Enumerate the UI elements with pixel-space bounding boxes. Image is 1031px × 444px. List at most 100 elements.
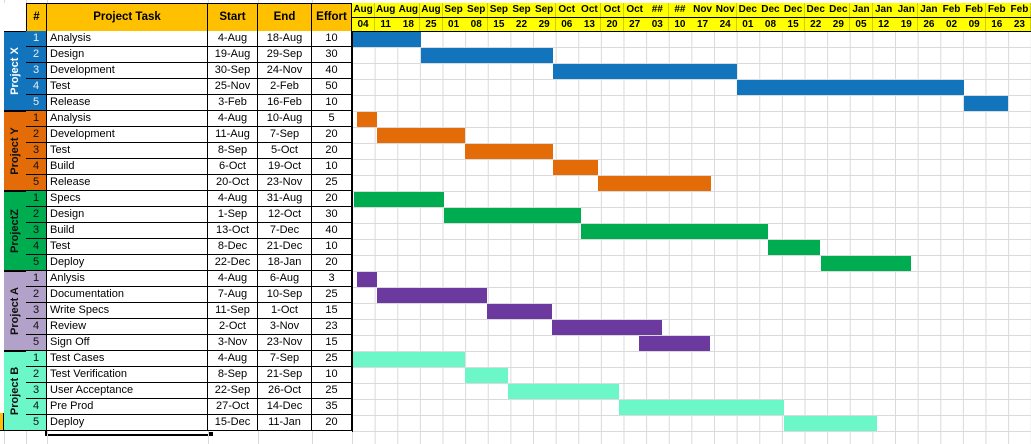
start-date-cell[interactable]: 8-Sep: [208, 143, 258, 159]
gantt-bar[interactable]: [421, 47, 554, 63]
start-date-cell[interactable]: 13-Oct: [208, 223, 258, 239]
start-date-cell[interactable]: 4-Aug: [208, 271, 258, 287]
timeline-month-cell[interactable]: Dec: [782, 2, 806, 17]
effort-cell[interactable]: 35: [312, 399, 352, 415]
end-date-cell[interactable]: 21-Sep: [258, 367, 312, 383]
gantt-bar[interactable]: [376, 127, 466, 143]
effort-cell[interactable]: 20: [312, 143, 352, 159]
gantt-bar[interactable]: [465, 367, 509, 383]
task-number-cell[interactable]: 4: [26, 399, 47, 415]
timeline-day-cell[interactable]: 04: [352, 17, 376, 31]
task-name-cell[interactable]: Review: [47, 319, 208, 335]
task-number-cell[interactable]: 1: [26, 111, 47, 127]
timeline-day-cell[interactable]: 01: [442, 17, 466, 31]
gantt-bar[interactable]: [639, 335, 710, 351]
end-date-cell[interactable]: 11-Jan: [258, 415, 312, 431]
task-name-cell[interactable]: Test Cases: [47, 351, 208, 367]
timeline-day-cell[interactable]: 26: [917, 17, 941, 31]
timeline-day-cell[interactable]: 13: [578, 17, 602, 31]
task-number-cell[interactable]: 3: [26, 303, 47, 319]
end-date-cell[interactable]: 1-Oct: [258, 303, 312, 319]
gantt-bar[interactable]: [820, 255, 912, 271]
effort-cell[interactable]: 15: [312, 335, 352, 351]
task-number-cell[interactable]: 5: [26, 415, 47, 431]
start-date-cell[interactable]: 4-Aug: [208, 191, 258, 207]
end-date-cell[interactable]: 2-Feb: [258, 79, 312, 95]
project-label-project-b[interactable]: Project B: [4, 351, 26, 431]
task-number-cell[interactable]: 1: [26, 31, 47, 47]
task-name-cell[interactable]: Anlysis: [47, 271, 208, 287]
col-header-num[interactable]: #: [26, 2, 47, 31]
task-number-cell[interactable]: 2: [26, 47, 47, 63]
timeline-month-cell[interactable]: Jan: [895, 2, 919, 17]
start-date-cell[interactable]: 3-Feb: [208, 95, 258, 111]
task-number-cell[interactable]: 2: [26, 207, 47, 223]
task-name-cell[interactable]: Specs: [47, 191, 208, 207]
timeline-month-cell[interactable]: Feb: [963, 2, 987, 17]
timeline-day-cell[interactable]: 20: [600, 17, 625, 31]
end-date-cell[interactable]: 10-Sep: [258, 287, 312, 303]
task-number-cell[interactable]: 3: [26, 143, 47, 159]
project-label-project-a[interactable]: Project A: [4, 271, 26, 351]
effort-cell[interactable]: 10: [312, 239, 352, 255]
gantt-bar[interactable]: [580, 223, 769, 239]
task-number-cell[interactable]: 1: [26, 271, 47, 287]
task-name-cell[interactable]: Development: [47, 127, 208, 143]
start-date-cell[interactable]: 15-Dec: [208, 415, 258, 431]
end-date-cell[interactable]: 16-Feb: [258, 95, 312, 111]
start-date-cell[interactable]: 11-Sep: [208, 303, 258, 319]
task-number-cell[interactable]: 1: [26, 191, 47, 207]
start-date-cell[interactable]: 22-Dec: [208, 255, 258, 271]
end-date-cell[interactable]: 10-Aug: [258, 111, 312, 127]
task-name-cell[interactable]: Analysis: [47, 31, 208, 47]
start-date-cell[interactable]: 4-Aug: [208, 351, 258, 367]
timeline-day-cell[interactable]: 29: [827, 17, 851, 31]
timeline-day-cell[interactable]: 05: [849, 17, 874, 31]
task-number-cell[interactable]: 4: [26, 239, 47, 255]
timeline-month-cell[interactable]: Jan: [872, 2, 896, 17]
timeline-day-cell[interactable]: 09: [963, 17, 987, 31]
gantt-bar[interactable]: [508, 383, 620, 399]
end-date-cell[interactable]: 23-Nov: [258, 175, 312, 191]
effort-cell[interactable]: 30: [312, 207, 352, 223]
start-date-cell[interactable]: 6-Oct: [208, 159, 258, 175]
project-label-projectz[interactable]: ProjectZ: [4, 191, 26, 271]
gantt-bar[interactable]: [619, 399, 785, 415]
timeline-month-cell[interactable]: Sep: [510, 2, 534, 17]
end-date-cell[interactable]: 5-Oct: [258, 143, 312, 159]
end-date-cell[interactable]: 24-Nov: [258, 63, 312, 79]
effort-cell[interactable]: 25: [312, 383, 352, 399]
project-label-project-x[interactable]: Project X: [4, 31, 26, 111]
timeline-day-cell[interactable]: 18: [397, 17, 421, 31]
effort-cell[interactable]: 5: [312, 111, 352, 127]
effort-cell[interactable]: 20: [312, 255, 352, 271]
timeline-day-cell[interactable]: 29: [533, 17, 557, 31]
effort-cell[interactable]: 23: [312, 319, 352, 335]
gantt-bar[interactable]: [376, 287, 487, 303]
timeline-month-cell[interactable]: Dec: [804, 2, 828, 17]
start-date-cell[interactable]: 8-Sep: [208, 367, 258, 383]
effort-cell[interactable]: 20: [312, 127, 352, 143]
gantt-bar[interactable]: [552, 319, 663, 335]
timeline-day-cell[interactable]: 10: [668, 17, 692, 31]
end-date-cell[interactable]: 12-Oct: [258, 207, 312, 223]
task-name-cell[interactable]: Development: [47, 63, 208, 79]
gantt-bar[interactable]: [465, 143, 554, 159]
timeline-month-cell[interactable]: Dec: [827, 2, 851, 17]
effort-cell[interactable]: 20: [312, 191, 352, 207]
timeline-month-cell[interactable]: Oct: [578, 2, 602, 17]
effort-cell[interactable]: 10: [312, 367, 352, 383]
timeline-day-cell[interactable]: 03: [646, 17, 670, 31]
gantt-bar[interactable]: [768, 239, 821, 255]
timeline-month-cell[interactable]: Aug: [352, 2, 376, 17]
task-name-cell[interactable]: Test: [47, 79, 208, 95]
start-date-cell[interactable]: 7-Aug: [208, 287, 258, 303]
task-number-cell[interactable]: 3: [26, 63, 47, 79]
gantt-bar[interactable]: [486, 303, 553, 319]
gantt-bar[interactable]: [353, 351, 466, 367]
effort-cell[interactable]: 3: [312, 271, 352, 287]
end-date-cell[interactable]: 7-Sep: [258, 351, 312, 367]
end-date-cell[interactable]: 31-Aug: [258, 191, 312, 207]
start-date-cell[interactable]: 22-Sep: [208, 383, 258, 399]
timeline-month-cell[interactable]: Nov: [691, 2, 715, 17]
